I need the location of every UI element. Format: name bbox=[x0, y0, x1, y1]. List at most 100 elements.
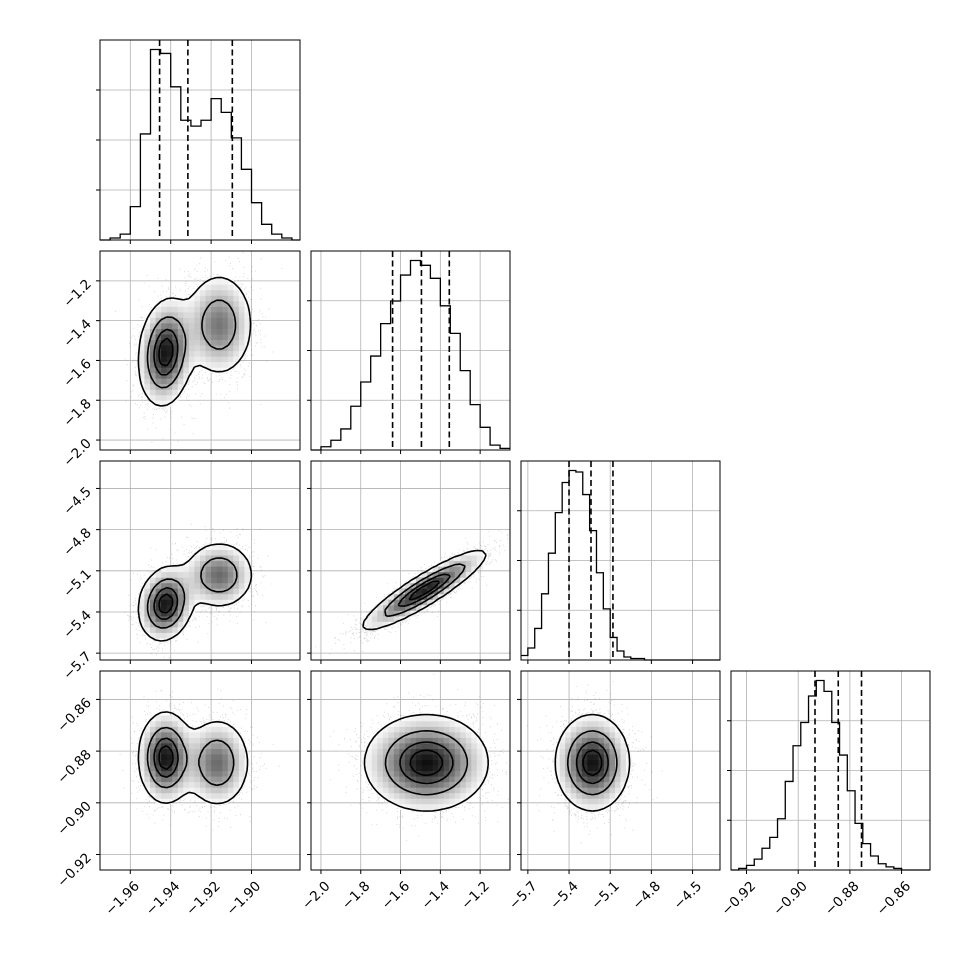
density-cell bbox=[576, 798, 583, 805]
density-cell bbox=[405, 776, 412, 783]
density-cell bbox=[405, 803, 412, 810]
density-cell bbox=[238, 577, 246, 584]
density-cell bbox=[393, 776, 400, 783]
density-cell bbox=[177, 577, 184, 584]
density-cell bbox=[150, 389, 157, 396]
density-cell bbox=[565, 737, 572, 744]
y-tick-label-3: −4.8 bbox=[60, 525, 94, 559]
density-cell bbox=[205, 748, 212, 755]
density-cell bbox=[150, 615, 157, 622]
density-cell bbox=[427, 737, 434, 744]
density-cell bbox=[465, 765, 472, 772]
density-cell bbox=[366, 770, 373, 777]
density-cell bbox=[216, 317, 223, 324]
density-cell bbox=[227, 599, 234, 606]
density-cell bbox=[144, 383, 151, 390]
density-cell bbox=[421, 588, 428, 595]
density-cell bbox=[410, 726, 417, 733]
density-cell bbox=[399, 753, 406, 760]
density-cell bbox=[155, 765, 162, 772]
density-cell bbox=[377, 737, 384, 744]
density-cell bbox=[377, 610, 384, 617]
density-cell bbox=[194, 770, 201, 777]
density-cell bbox=[222, 306, 229, 313]
density-cell bbox=[432, 748, 439, 755]
density-cell bbox=[603, 737, 610, 744]
density-cell bbox=[161, 394, 168, 401]
density-cell bbox=[371, 776, 378, 783]
density-cell bbox=[200, 549, 207, 556]
density-cell bbox=[150, 599, 157, 606]
density-cell bbox=[238, 311, 246, 318]
density-cell bbox=[161, 306, 168, 313]
density-cell bbox=[188, 765, 196, 772]
density-cell bbox=[432, 776, 439, 783]
density-cell bbox=[233, 753, 240, 760]
density-cell bbox=[465, 753, 472, 760]
density-cell bbox=[233, 765, 240, 772]
density-cell bbox=[222, 549, 229, 556]
density-cell bbox=[233, 560, 240, 567]
density-cell bbox=[471, 753, 478, 760]
density-cell bbox=[161, 339, 168, 346]
density-cell bbox=[377, 615, 384, 622]
density-cell bbox=[405, 593, 412, 600]
density-cell bbox=[172, 599, 179, 606]
density-cell bbox=[393, 720, 400, 727]
density-cell bbox=[388, 731, 395, 738]
density-cell bbox=[227, 300, 234, 307]
density-cell bbox=[570, 726, 577, 733]
y-tick-label-4: −0.88 bbox=[54, 747, 95, 788]
density-cell bbox=[188, 311, 196, 318]
density-cell bbox=[454, 571, 461, 578]
density-cell bbox=[410, 803, 417, 810]
density-cell bbox=[216, 289, 223, 296]
density-cell bbox=[449, 787, 456, 794]
density-cell bbox=[166, 306, 173, 313]
density-cell bbox=[476, 759, 483, 766]
density-cell bbox=[183, 599, 190, 606]
density-cell bbox=[183, 372, 190, 379]
density-cell bbox=[476, 753, 483, 760]
density-cell bbox=[377, 781, 384, 788]
density-cell bbox=[576, 753, 583, 760]
density-cell bbox=[222, 284, 229, 291]
density-cell bbox=[405, 720, 412, 727]
density-cell bbox=[227, 582, 234, 589]
density-cell bbox=[238, 555, 246, 562]
density-cell bbox=[465, 792, 472, 799]
density-cell bbox=[371, 610, 378, 617]
density-cell bbox=[188, 781, 196, 788]
density-cell bbox=[200, 350, 207, 357]
density-cell bbox=[188, 737, 196, 744]
density-cell bbox=[227, 284, 234, 291]
density-cell bbox=[615, 753, 622, 760]
density-cell bbox=[382, 621, 389, 628]
density-cell bbox=[211, 289, 218, 296]
density-cell bbox=[227, 765, 234, 772]
density-cell bbox=[570, 731, 577, 738]
density-cell bbox=[476, 560, 483, 567]
density-cell bbox=[166, 731, 173, 738]
contour-level-3 bbox=[399, 741, 454, 785]
density-cell bbox=[388, 615, 395, 622]
density-cell bbox=[211, 792, 218, 799]
density-cell bbox=[598, 731, 605, 738]
density-cell bbox=[438, 798, 445, 805]
density-cell bbox=[188, 333, 196, 340]
contour-level-1 bbox=[363, 713, 489, 812]
density-cell bbox=[205, 543, 212, 550]
density-cell bbox=[559, 737, 566, 744]
density-cell bbox=[183, 582, 190, 589]
density-cell bbox=[150, 367, 157, 374]
density-cell bbox=[194, 322, 201, 329]
density-cell bbox=[138, 378, 146, 385]
density-cell bbox=[405, 781, 412, 788]
density-cell bbox=[172, 350, 179, 357]
density-cell bbox=[366, 776, 373, 783]
density-cell bbox=[194, 289, 201, 296]
density-cell bbox=[576, 726, 583, 733]
density-cell bbox=[194, 781, 201, 788]
density-cell bbox=[166, 345, 173, 352]
density-cell bbox=[155, 372, 162, 379]
